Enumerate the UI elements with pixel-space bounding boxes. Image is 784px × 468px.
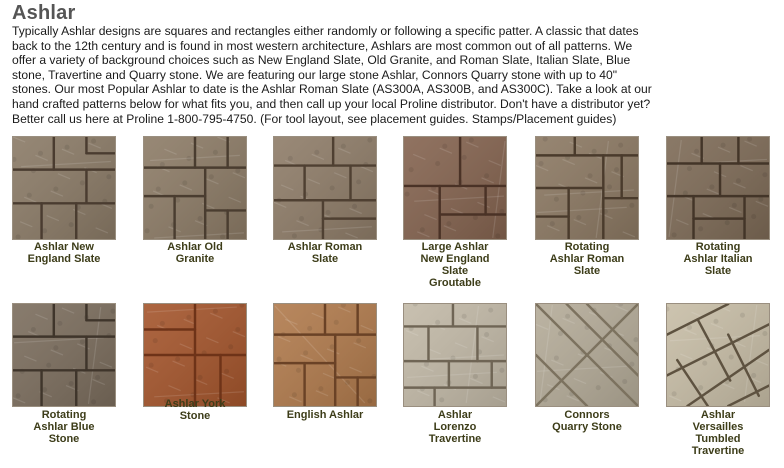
product-caption-line: Ashlar Italian [683,253,753,265]
product-caption-line: Ashlar Old [167,241,223,253]
product-thumbnail[interactable] [666,303,770,407]
product-caption-link[interactable]: Connors Quarry Stone [517,409,657,433]
product-caption-line: Slate [573,265,601,277]
product-caption-line: Tumbled [695,433,741,445]
product-caption-link[interactable]: Rotating Ashlar Italian Slate [648,241,784,277]
product-caption-line: Ashlar York [164,398,226,410]
product-caption-line: Stone [179,410,211,422]
product-caption-link[interactable]: Ashlar Versailles Tumbled Travertine [648,409,784,457]
product-thumbnail[interactable] [273,303,377,407]
product-caption-line: Travertine [691,445,745,457]
product-caption-link[interactable]: English Ashlar [255,409,395,421]
product-caption-line: New England [420,253,490,265]
product-caption-line: Groutable [429,277,481,289]
product-caption-line: Large Ashlar [421,241,489,253]
product-caption-link[interactable]: Ashlar Old Granite [125,241,265,265]
product-caption-line: Travertine [428,433,482,445]
product-caption-link[interactable]: Ashlar Roman Slate [255,241,395,265]
product-caption-line: Ashlar Blue [33,421,95,433]
product-caption-line: England Slate [27,253,101,265]
product-caption-link[interactable]: Large Ashlar New England Slate Groutable [385,241,525,289]
product-thumbnail[interactable] [143,136,247,240]
product-caption-line: Rotating [41,409,87,421]
product-caption-line: Rotating [564,241,610,253]
product-thumbnail[interactable] [273,136,377,240]
product-caption-link[interactable]: Ashlar Lorenzo Travertine [385,409,525,445]
product-caption-link[interactable]: Ashlar New England Slate [0,241,134,265]
product-thumbnail[interactable] [12,136,116,240]
product-caption-line: Stone [48,433,80,445]
intro-paragraph: Typically Ashlar designs are squares and… [12,24,652,126]
product-caption-line: Rotating [695,241,741,253]
product-caption-line: Slate [311,253,339,265]
product-thumbnail[interactable] [403,136,507,240]
product-thumbnail[interactable] [403,303,507,407]
product-caption-line: Slate [704,265,732,277]
product-caption-line: Ashlar Roman [549,253,625,265]
product-caption-line: Versailles [692,421,744,433]
product-caption-line: Ashlar New [34,241,94,253]
product-caption-line: Ashlar [437,409,473,421]
product-caption-line: Ashlar Roman [287,241,363,253]
product-thumbnail[interactable] [666,136,770,240]
product-caption-line: Lorenzo [433,421,477,433]
product-caption-line: Slate [441,265,469,277]
product-caption-link[interactable]: Rotating Ashlar Roman Slate [517,241,657,277]
product-thumbnail[interactable] [535,303,639,407]
product-caption-link[interactable]: Rotating Ashlar Blue Stone [0,409,134,445]
product-thumbnail[interactable] [12,303,116,407]
product-caption-line: Connors [564,409,610,421]
product-thumbnail[interactable] [535,136,639,240]
product-caption-line: English Ashlar [286,409,364,421]
product-thumbnail[interactable] [143,303,247,407]
product-caption-line: Granite [175,253,215,265]
page-title: Ashlar [12,2,76,24]
product-caption-line: Quarry Stone [552,421,622,433]
product-caption-link[interactable]: Ashlar York Stone [125,398,265,422]
product-caption-line: Ashlar [700,409,736,421]
